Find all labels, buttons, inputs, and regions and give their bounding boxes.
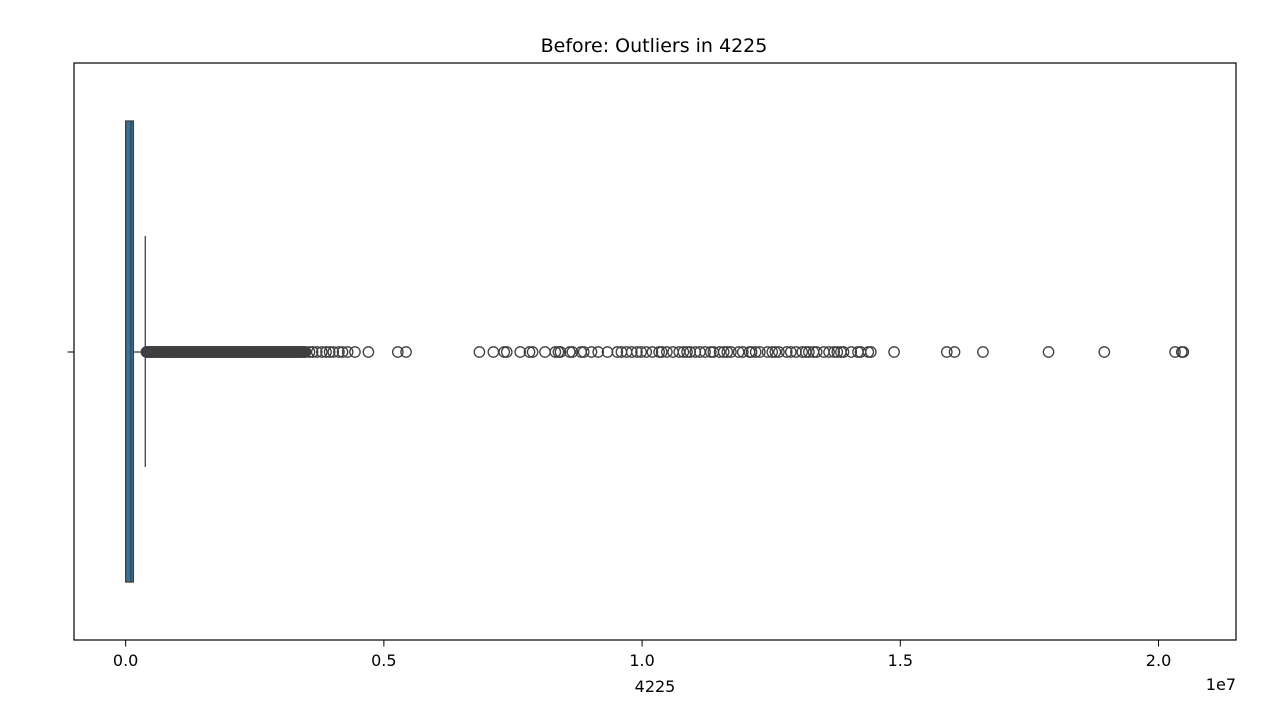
- x-axis-tick-label: 2.0: [1146, 651, 1171, 670]
- outlier-point: [336, 346, 349, 358]
- outlier-point: [306, 346, 319, 358]
- outlier-point: [725, 346, 737, 358]
- x-axis-tick-label: 0.5: [371, 651, 396, 670]
- outlier-point: [796, 346, 809, 358]
- outlier-point: [310, 346, 323, 358]
- outlier-point: [677, 346, 690, 358]
- outlier-point: [661, 346, 673, 358]
- outlier-point: [323, 346, 336, 358]
- outlier-point: [948, 346, 961, 358]
- outlier-point: [749, 346, 762, 358]
- outlier-point: [635, 346, 647, 358]
- outlier-point: [888, 346, 900, 358]
- outlier-point: [303, 346, 316, 358]
- outlier-point: [837, 346, 850, 358]
- outlier-point: [736, 346, 749, 358]
- box-and-whiskers: [124, 120, 146, 583]
- x-axis-tick-label: 0.0: [113, 651, 138, 670]
- outlier-point: [349, 346, 361, 358]
- outlier-point: [362, 346, 375, 358]
- outlier-point: [498, 346, 511, 358]
- outlier-point: [773, 346, 785, 358]
- outlier-point: [823, 346, 835, 358]
- outlier-point: [745, 346, 758, 358]
- outlier-point: [753, 346, 766, 358]
- outlier-point: [681, 346, 693, 358]
- outlier-point: [640, 346, 653, 358]
- outlier-point: [865, 346, 877, 358]
- outlier-point: [333, 346, 345, 358]
- outlier-point: [549, 346, 562, 358]
- outlier-point: [646, 346, 659, 358]
- outlier-point: [487, 346, 500, 358]
- outlier-point: [514, 346, 527, 358]
- outlier-point: [713, 346, 726, 358]
- outlier-point: [400, 346, 412, 358]
- outlier-point: [810, 346, 823, 358]
- outlier-point: [862, 346, 875, 358]
- x-axis-tick-label: 1.0: [629, 651, 654, 670]
- outlier-point: [761, 346, 774, 358]
- x-axis-label: 4225: [635, 677, 676, 696]
- outlier-point: [845, 346, 858, 358]
- outlier-point: [1177, 346, 1190, 358]
- outlier-point: [784, 346, 797, 358]
- interquartile-box: [124, 120, 135, 583]
- x-axis-offset-text: 1e7: [1206, 675, 1236, 694]
- chart-title: Before: Outliers in 4225: [541, 35, 768, 57]
- outlier-point: [1098, 346, 1111, 358]
- outlier-point: [766, 346, 779, 358]
- outlier-point: [721, 346, 734, 358]
- outlier-point: [828, 346, 841, 358]
- outlier-point: [780, 346, 793, 358]
- outlier-point: [1042, 346, 1055, 358]
- outlier-point: [299, 346, 312, 358]
- x-axis-ticks: 0.0 0.5 1.0 1.5 2.0: [113, 640, 1171, 670]
- outlier-point: [831, 346, 844, 358]
- outlier-point: [699, 346, 711, 358]
- outlier-point: [566, 346, 579, 358]
- outlier-point: [526, 346, 539, 358]
- outlier-point: [592, 346, 605, 358]
- outlier-point: [327, 346, 340, 358]
- outlier-point: [585, 346, 598, 358]
- outlier-point: [803, 346, 815, 358]
- outlier-point: [391, 346, 404, 358]
- outlier-point: [500, 346, 513, 358]
- x-axis-tick-label: 1.5: [888, 651, 913, 670]
- outlier-point: [717, 346, 730, 358]
- outlier-point: [667, 346, 679, 358]
- outlier-point: [320, 346, 332, 358]
- outlier-point: [769, 346, 782, 358]
- outlier-points: [140, 346, 1190, 358]
- outlier-point: [554, 346, 567, 358]
- outlier-point: [577, 346, 590, 358]
- outlier-point: [631, 346, 643, 358]
- outlier-point: [1169, 346, 1181, 358]
- outlier-point: [852, 346, 864, 358]
- outlier-point: [316, 346, 328, 358]
- outlier-point: [539, 346, 551, 358]
- outlier-point: [473, 346, 486, 358]
- outlier-point: [341, 346, 354, 358]
- outlier-point: [977, 346, 989, 358]
- outlier-point: [655, 346, 668, 358]
- outlier-point: [940, 346, 953, 358]
- outlier-point: [625, 346, 638, 358]
- outlier-point: [611, 346, 624, 358]
- outlier-point: [523, 346, 536, 358]
